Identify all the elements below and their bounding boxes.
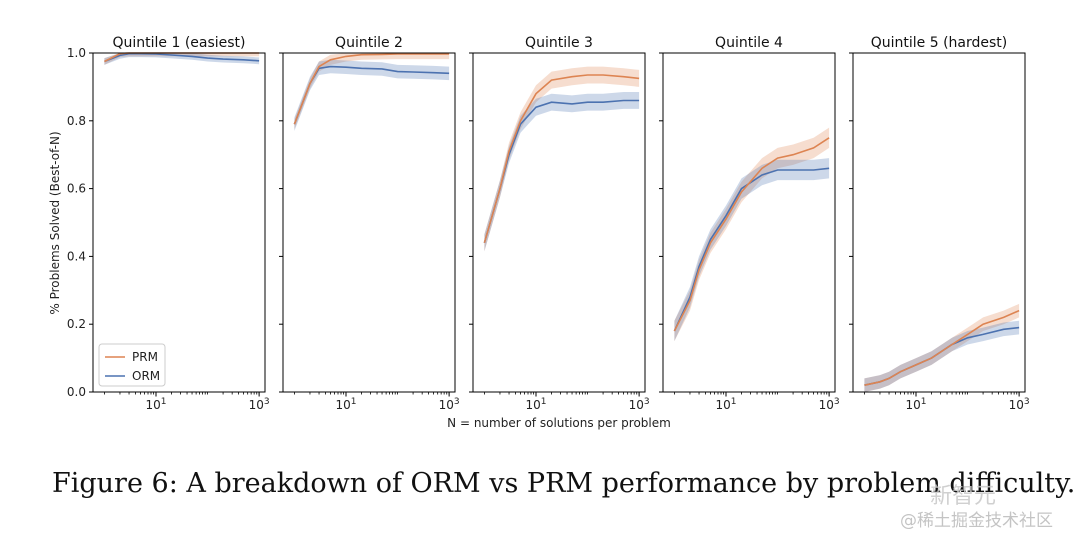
x-tick-exponent: 3 [1024,397,1030,407]
figure-caption: Figure 6: A breakdown of ORM vs PRM perf… [52,468,1076,499]
panel-frame [472,52,646,393]
x-tick-exponent: 3 [644,397,650,407]
panel-frame [662,52,836,393]
y-axis-label: % Problems Solved (Best-of-N) [48,131,62,314]
legend: PRM ORM [98,343,166,387]
orm-confidence-band [104,53,260,65]
x-tick-exponent: 1 [731,397,737,407]
panel-title: Quintile 2 [335,35,403,51]
prm-series-line [293,53,450,125]
watermark-logo-text: 新智元 [930,484,997,509]
legend-label-orm: ORM [132,369,160,383]
legend-label-prm: PRM [132,350,158,364]
panel-title: Quintile 5 (hardest) [871,35,1008,51]
x-tick-label: 101 [145,397,166,412]
x-tick-label: 103 [249,397,270,412]
panel-title: Quintile 3 [525,35,593,51]
panel-quintile-3: Quintile 3 101 103 [469,35,650,412]
y-tick-label: 0.0 [67,385,86,399]
x-tick-label: 103 [819,397,840,412]
x-tick-exponent: 1 [351,397,357,407]
y-tick-label: 0.2 [67,317,86,331]
watermark-site-text: @稀土掘金技术社区 [900,511,1053,531]
panel-quintile-4: Quintile 4 101 103 [659,35,840,412]
panel-frame [92,52,266,393]
panel-quintile-2: Quintile 2 101 103 [279,35,460,412]
orm-confidence-band [674,158,830,342]
x-tick-exponent: 1 [161,397,167,407]
prm-confidence-band [484,66,640,252]
figure-chart: % Problems Solved (Best-of-N) N = number… [48,35,1030,430]
x-tick-exponent: 3 [454,397,460,407]
x-tick-exponent: 3 [834,397,840,407]
panel-title: Quintile 4 [715,35,783,51]
prm-confidence-band [674,127,830,342]
prm-series-line [673,137,830,332]
panel-frame [282,52,456,393]
x-tick-label: 103 [629,397,650,412]
panel-quintile-1: Quintile 1 (easiest) 0.0 0.2 0.4 0.6 0.8 1.0 10… [67,35,270,412]
x-tick-exponent: 1 [541,397,547,407]
orm-series-line [483,99,640,244]
orm-confidence-band [484,92,640,252]
x-tick-label: 101 [335,397,356,412]
x-tick-exponent: 1 [921,397,927,407]
orm-series-line [104,52,260,63]
prm-confidence-band [104,53,260,65]
orm-confidence-band [864,320,1020,392]
y-tick-label: 0.6 [67,182,86,196]
panel-frame [852,52,1026,393]
y-tick-label: 0.4 [67,249,86,263]
x-tick-label: 101 [715,397,736,412]
x-tick-exponent: 3 [264,397,270,407]
x-tick-label: 101 [525,397,546,412]
orm-confidence-band [294,59,450,131]
x-tick-label: 103 [439,397,460,412]
y-tick-label: 0.8 [67,114,86,128]
prm-series-line [864,309,1020,386]
y-tick-label: 1.0 [67,46,86,60]
panel-quintile-5: Quintile 5 (hardest) 101 103 [849,35,1030,412]
panel-title: Quintile 1 (easiest) [112,35,245,51]
orm-series-line [673,167,830,332]
prm-series-line [483,74,640,244]
x-tick-label: 103 [1009,397,1030,412]
panels-group: Quintile 1 (easiest) 0.0 0.2 0.4 0.6 0.8 1.0 10… [67,35,1030,412]
x-axis-label: N = number of solutions per problem [447,416,671,430]
x-tick-label: 101 [905,397,926,412]
